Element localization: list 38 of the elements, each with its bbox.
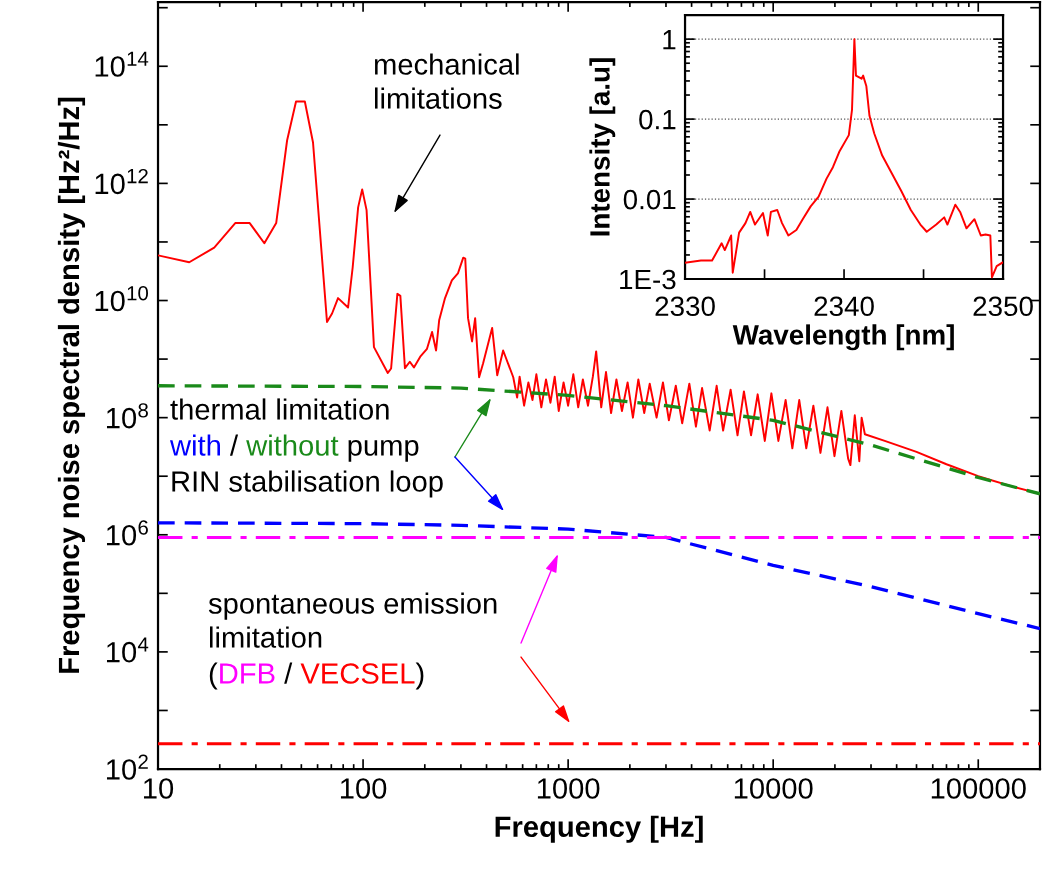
annotation: / xyxy=(284,662,293,684)
annotation: without xyxy=(246,434,339,456)
y-tick-label: 1E-3 xyxy=(620,269,676,290)
annotation: RIN stabilisation loop xyxy=(172,470,443,498)
y-tick-label: 0.01 xyxy=(623,189,676,210)
x-tick-label: 10000 xyxy=(734,778,813,799)
y-tick-label: 10$^{10}$ xyxy=(95,286,149,312)
annotation: with xyxy=(169,434,220,456)
x-tick-label: 2340 xyxy=(814,296,874,317)
x-tick-label: 100000 xyxy=(931,778,1026,799)
x-axis-title: Frequency [Hz] xyxy=(495,815,703,843)
annotation: VECSEL xyxy=(300,663,415,684)
annotation: pump xyxy=(348,439,419,462)
y-tick-label: 10$^{14}$ xyxy=(95,51,149,77)
annotation: thermal limitation xyxy=(170,398,389,420)
x-tick-label: 2330 xyxy=(655,296,715,317)
annotation: ) xyxy=(415,662,424,690)
y-tick-label: 0.1 xyxy=(639,109,676,130)
x-tick-label: 100 xyxy=(340,778,387,799)
annotation: / xyxy=(229,434,239,456)
x-axis-title: Wavelength [nm] xyxy=(732,324,954,351)
annotation: ( xyxy=(209,662,218,690)
annotation: spontaneous emission xyxy=(208,592,497,620)
y-tick-label: 10$^{12}$ xyxy=(95,168,148,195)
annotation: DFB xyxy=(220,663,275,684)
x-tick-label: 2350 xyxy=(973,296,1033,317)
x-tick-label: 1000 xyxy=(537,778,600,799)
x-tick-label: 10 xyxy=(144,778,174,799)
y-tick-label: 10$^{8}$ xyxy=(106,403,148,429)
annotation: limitation xyxy=(209,626,322,648)
annotation: mechanical xyxy=(374,53,519,75)
y-tick-label: 10$^{4}$ xyxy=(106,637,149,663)
annotation: limitations xyxy=(375,87,502,109)
y-tick-label: 10$^{2}$ xyxy=(106,754,148,780)
y-axis-title: Frequency noise spectral density [Hz²/Hz] xyxy=(57,97,86,673)
y-axis-title: Intensity [a.u] xyxy=(589,58,616,236)
y-tick-label: 1 xyxy=(663,30,676,50)
y-tick-label: 10$^{6}$ xyxy=(106,520,148,546)
